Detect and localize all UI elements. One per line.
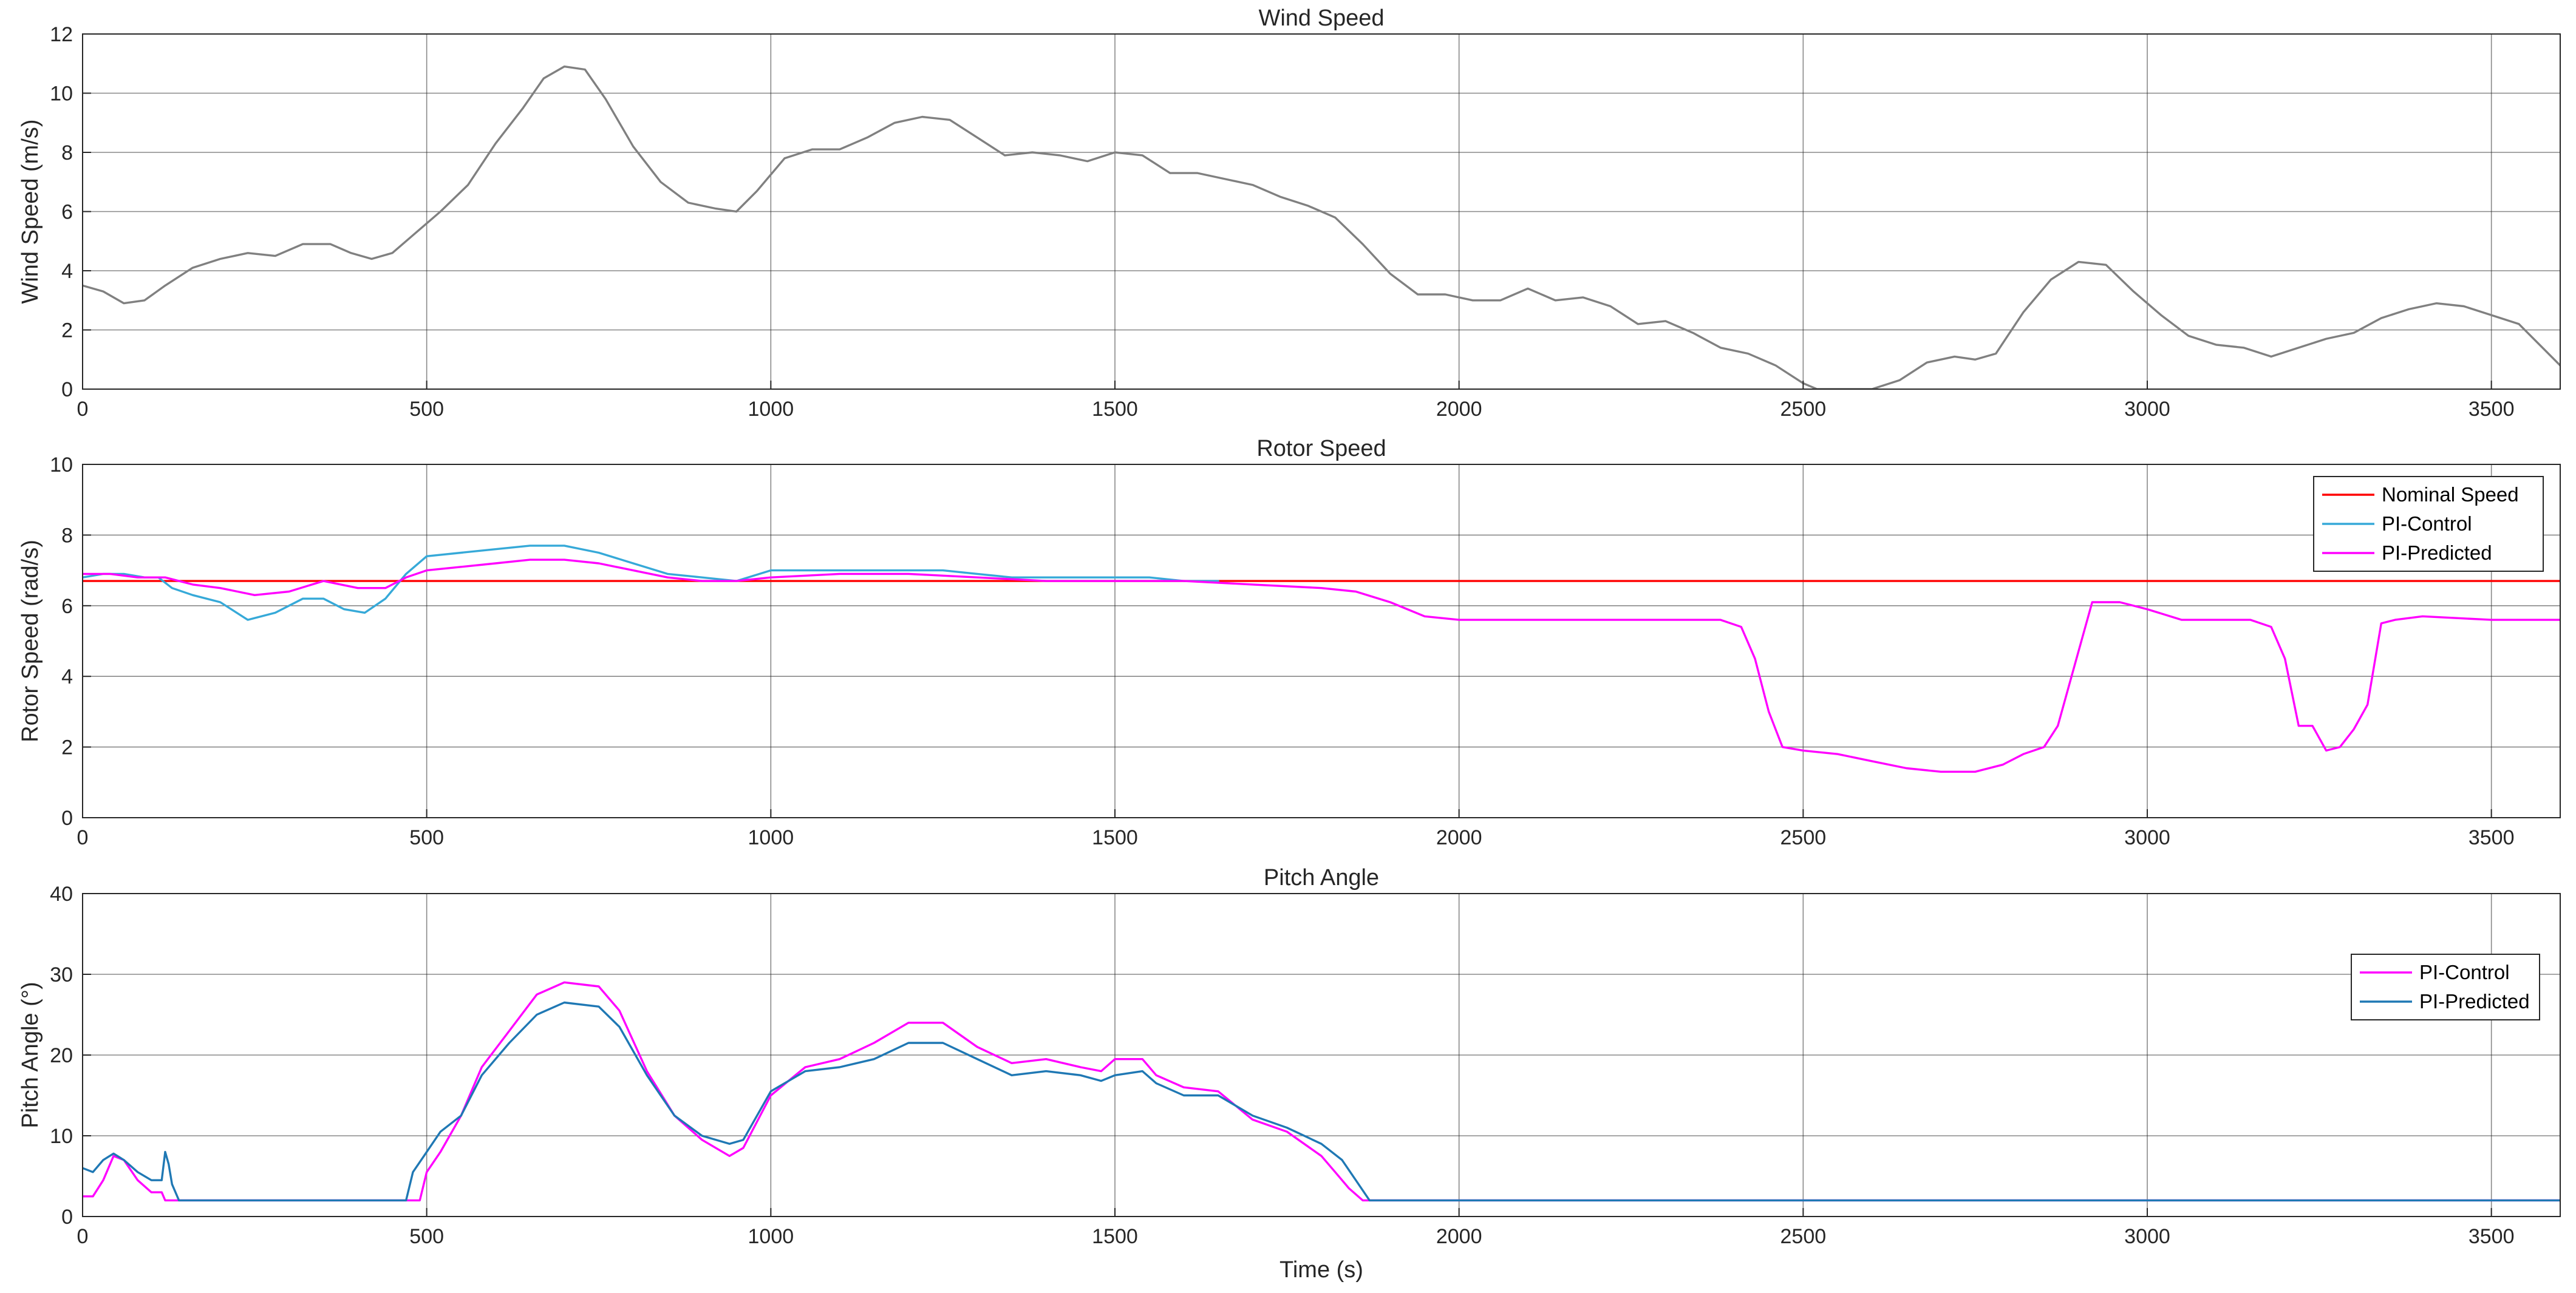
legend-box	[2351, 954, 2540, 1020]
y-tick-label: 2	[61, 736, 73, 759]
y-tick-label: 8	[61, 524, 73, 547]
y-tick-label: 12	[50, 23, 73, 46]
x-tick-label: 3000	[2124, 826, 2170, 849]
series-line-pi-control	[83, 545, 1219, 621]
panel-wind-speed: 0 500 1000 1500 2000 2500 3000 3500 0 2 4 6 8 10 12 Win…	[18, 5, 2561, 421]
x-tick-label: 1000	[748, 398, 794, 421]
series-group	[83, 981, 2560, 1202]
legend: Nominal Speed PI-Control PI-Predicted	[2313, 476, 2544, 572]
x-tick-label: 500	[409, 1225, 444, 1248]
y-tick-label: 0	[61, 807, 73, 830]
y-tick-label: 4	[61, 665, 73, 688]
x-tick-label: 0	[77, 826, 89, 849]
y-tick-label: 10	[50, 83, 73, 106]
x-tick-label: 2000	[1436, 1225, 1482, 1248]
series-line-pi-control	[83, 981, 2560, 1202]
x-tick-label: 3500	[2469, 1225, 2515, 1248]
y-tick-label: 20	[50, 1044, 73, 1067]
y-axis-label: Wind Speed (m/s)	[18, 119, 43, 304]
x-tick-label: 2000	[1436, 398, 1482, 421]
y-tick-label: 0	[61, 378, 73, 401]
x-tick-label: 500	[409, 826, 444, 849]
x-tick-label: 2500	[1780, 1225, 1827, 1248]
y-tick-label: 8	[61, 141, 73, 165]
x-tick-label: 0	[77, 1225, 89, 1248]
chart-title: Wind Speed	[1258, 5, 1384, 31]
y-axis-label: Pitch Angle (°)	[18, 982, 43, 1128]
legend-label-nominal-speed: Nominal Speed	[2382, 483, 2519, 506]
x-tick-label: 2500	[1780, 398, 1827, 421]
y-tick-label: 0	[61, 1206, 73, 1229]
x-tick-label: 3500	[2469, 826, 2515, 849]
x-tick-label: 1500	[1092, 826, 1138, 849]
x-tick-label: 3000	[2124, 1225, 2170, 1248]
axes-box	[82, 464, 2561, 818]
y-tick-label: 4	[61, 260, 73, 283]
y-tick-label: 40	[50, 883, 73, 906]
series-line-pi-predicted	[83, 558, 2560, 773]
chart-title: Rotor Speed	[1256, 436, 1386, 461]
legend-label-pi-control: PI-Control	[2382, 512, 2472, 535]
y-tick-label: 30	[50, 963, 73, 986]
x-tick-label: 3000	[2124, 398, 2170, 421]
x-axis-label: Time (s)	[1279, 1257, 1363, 1283]
y-tick-label: 10	[50, 1125, 73, 1148]
x-tick-label: 3500	[2469, 398, 2515, 421]
series-group	[83, 545, 2560, 773]
chart-title: Pitch Angle	[1264, 865, 1379, 891]
x-tick-label: 1500	[1092, 398, 1138, 421]
series-line-wind-speed	[83, 65, 2560, 389]
x-tick-label: 500	[409, 398, 444, 421]
legend-label-pi-predicted: PI-Predicted	[2419, 990, 2530, 1013]
x-tick-label: 2000	[1436, 826, 1482, 849]
x-tick-label: 2500	[1780, 826, 1827, 849]
y-tick-label: 2	[61, 319, 73, 342]
series-group	[83, 65, 2560, 389]
y-axis-label: Rotor Speed (rad/s)	[18, 540, 43, 742]
y-tick-label: 6	[61, 201, 73, 224]
panel-pitch-angle: 0 500 1000 1500 2000 2500 3000 3500 0 10 20 30 40 Pit…	[18, 865, 2561, 1283]
legend-label-pi-control: PI-Control	[2419, 961, 2510, 983]
y-tick-label: 10	[50, 453, 73, 477]
legend: PI-Control PI-Predicted	[2351, 954, 2540, 1020]
plot-area	[83, 464, 2560, 818]
x-tick-label: 0	[77, 398, 89, 421]
series-line-pi-predicted	[83, 1001, 2560, 1202]
x-tick-label: 1500	[1092, 1225, 1138, 1248]
panel-rotor-speed: 0 500 1000 1500 2000 2500 3000 3500 0 2 4 6 8 10 Rotor…	[18, 436, 2561, 849]
y-tick-label: 6	[61, 595, 73, 618]
x-tick-label: 1000	[748, 1225, 794, 1248]
x-tick-label: 1000	[748, 826, 794, 849]
legend-label-pi-predicted: PI-Predicted	[2382, 541, 2492, 564]
